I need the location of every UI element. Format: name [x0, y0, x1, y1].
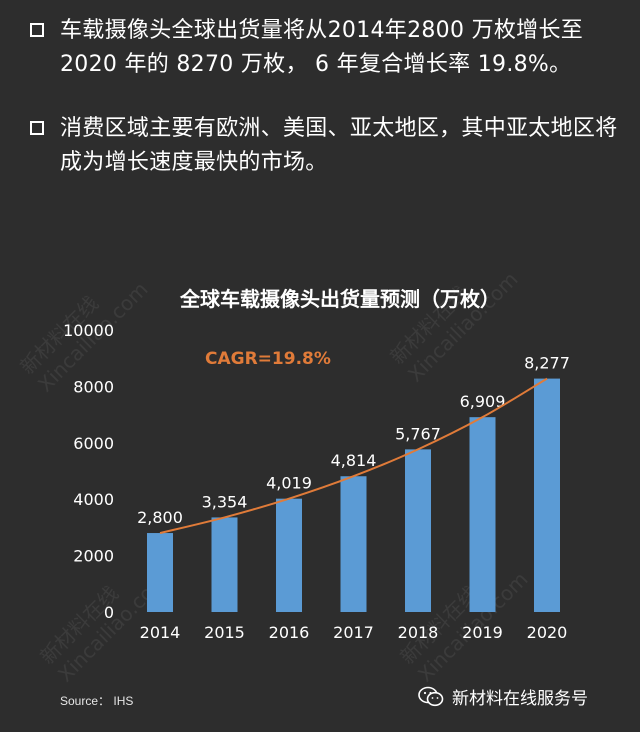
bar — [534, 378, 560, 612]
data-label: 4,019 — [266, 474, 312, 493]
bar — [211, 517, 238, 612]
cagr-annotation: CAGR=19.8% — [205, 349, 331, 369]
bullet-square-icon — [30, 121, 44, 135]
bar — [405, 449, 431, 612]
y-tick-label: 8000 — [73, 377, 114, 396]
bullet-item: 车载摄像头全球出货量将从2014年2800 万枚增长至2020 年的 8270 … — [30, 14, 620, 82]
data-label: 8,277 — [524, 354, 570, 373]
bullet-text: 消费区域主要有欧洲、美国、亚太地区，其中亚太地区将成为增长速度最快的市场。 — [60, 116, 618, 175]
data-label: 4,814 — [331, 451, 377, 470]
x-tick-label: 2016 — [269, 623, 310, 642]
data-label: 6,909 — [460, 392, 506, 411]
brand-label: 新材料在线服务号 — [452, 689, 588, 709]
x-tick-label: 2015 — [204, 623, 245, 642]
x-tick-label: 2017 — [333, 623, 374, 642]
data-label: 2,800 — [137, 508, 183, 527]
x-tick-label: 2014 — [140, 623, 181, 642]
chart-title: 全球车载摄像头出货量预测（万枚） — [179, 287, 500, 311]
bullet-item: 消费区域主要有欧洲、美国、亚太地区，其中亚太地区将成为增长速度最快的市场。 — [30, 112, 620, 180]
bar — [276, 498, 302, 612]
y-tick-label: 2000 — [73, 547, 114, 566]
x-tick-label: 2020 — [527, 623, 568, 642]
trend-line — [159, 377, 548, 535]
brand-signature: 新材料在线服务号 — [418, 684, 588, 709]
y-tick-label: 10000 — [63, 321, 114, 340]
wechat-icon — [418, 686, 444, 706]
bar — [340, 476, 367, 612]
bullet-square-icon — [30, 23, 44, 37]
x-tick-label: 2018 — [398, 623, 439, 642]
y-tick-label: 4000 — [73, 490, 114, 509]
bullet-text: 车载摄像头全球出货量将从2014年2800 万枚增长至2020 年的 8270 … — [60, 18, 584, 77]
y-tick-label: 0 — [104, 603, 114, 622]
bullet-list: 车载摄像头全球出货量将从2014年2800 万枚增长至2020 年的 8270 … — [30, 14, 620, 210]
data-label: 5,767 — [395, 424, 441, 443]
bar — [147, 533, 173, 612]
x-tick-label: 2019 — [462, 623, 503, 642]
source-note: Source： IHS — [60, 694, 134, 708]
bar — [469, 417, 496, 612]
data-label: 3,354 — [202, 492, 248, 511]
y-tick-label: 6000 — [73, 434, 114, 453]
